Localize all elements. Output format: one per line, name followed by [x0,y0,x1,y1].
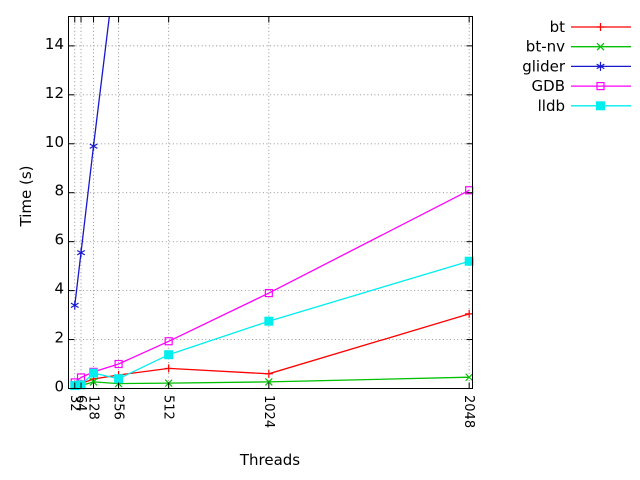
marker-bt-2048 [465,309,474,318]
legend-item-GDB: GDB [532,77,631,95]
marker-bt-nv-128 [89,377,98,386]
y-tick-label-14: 14 [45,35,64,53]
series-line-GDB [74,189,470,383]
marker-bt-512 [164,364,173,373]
y-tick-label-12: 12 [45,84,64,102]
marker-lldb-128 [89,368,99,378]
marker-GDB-1024 [264,288,273,298]
marker-GDB-256 [114,359,123,369]
marker-bt-nv-2048 [465,373,474,382]
legend-item-glider: glider [522,57,631,75]
x-tick-label-256: 256 [111,395,126,420]
marker-glider-64 [76,248,86,258]
y-axis-title: Time (s) [17,166,35,228]
legend-item-lldb: lldb [538,97,631,115]
x-tick-label-32: 32 [67,395,82,412]
series-line-glider [74,16,110,306]
x-tick-label-2048: 2048 [461,395,476,428]
marker-lldb-2048 [464,256,474,266]
x-tick-label-512: 512 [161,395,176,420]
y-tick-label-2: 2 [54,329,64,347]
marker-lldb-512 [164,350,174,360]
marker-GDB-512 [164,337,173,346]
y-tick-label-8: 8 [54,182,64,200]
legend-item-bt: bt [550,18,631,36]
legend-marker-lldb [596,101,605,111]
y-tick-label-4: 4 [54,280,64,298]
y-tick-label-6: 6 [54,231,64,249]
legend-label-lldb: lldb [538,97,565,115]
legend-label-glider: glider [522,57,566,75]
marker-lldb-1024 [264,316,274,326]
axis-label-layer: Time (s) Threads [17,166,300,470]
y-tick-label-10: 10 [45,133,64,151]
series-layer [70,16,474,391]
x-tick-label-128: 128 [86,395,101,420]
marker-glider-32 [70,300,79,310]
y-tick-label-0: 0 [54,378,64,396]
legend-label-bt-nv: bt-nv [526,38,565,56]
marker-glider-128 [89,141,98,151]
legend-item-bt-nv: bt-nv [526,38,631,56]
marker-bt-nv-1024 [264,377,273,386]
legend-label-bt: bt [550,18,566,36]
x-axis-title: Threads [239,451,300,469]
x-tick-label-64: 64 [73,395,88,412]
legend-marker-glider [596,61,605,71]
x-tick-label-1024: 1024 [261,395,276,428]
marker-bt-1024 [264,369,273,378]
legend-marker-bt [596,23,605,31]
legend-marker-bt-nv [596,42,605,51]
legend-label-GDB: GDB [532,77,565,95]
legend-marker-GDB [596,81,605,91]
grid-layer [68,16,473,389]
plot-border [68,16,473,389]
marker-lldb-256 [114,374,124,384]
